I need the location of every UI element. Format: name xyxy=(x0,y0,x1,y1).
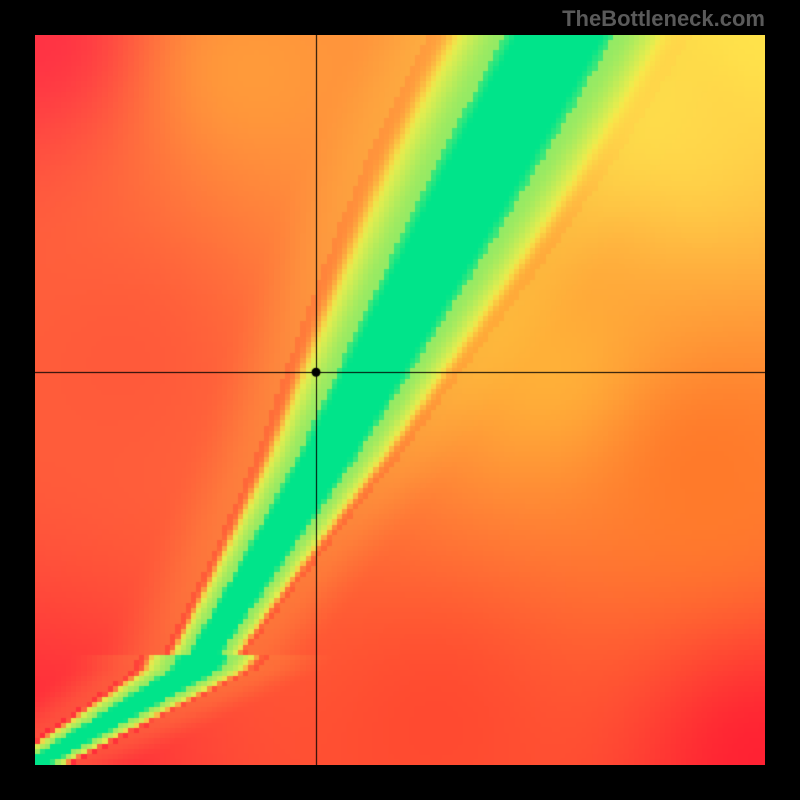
watermark-text: TheBottleneck.com xyxy=(562,6,765,32)
heatmap-canvas xyxy=(35,35,765,765)
chart-container: TheBottleneck.com xyxy=(0,0,800,800)
